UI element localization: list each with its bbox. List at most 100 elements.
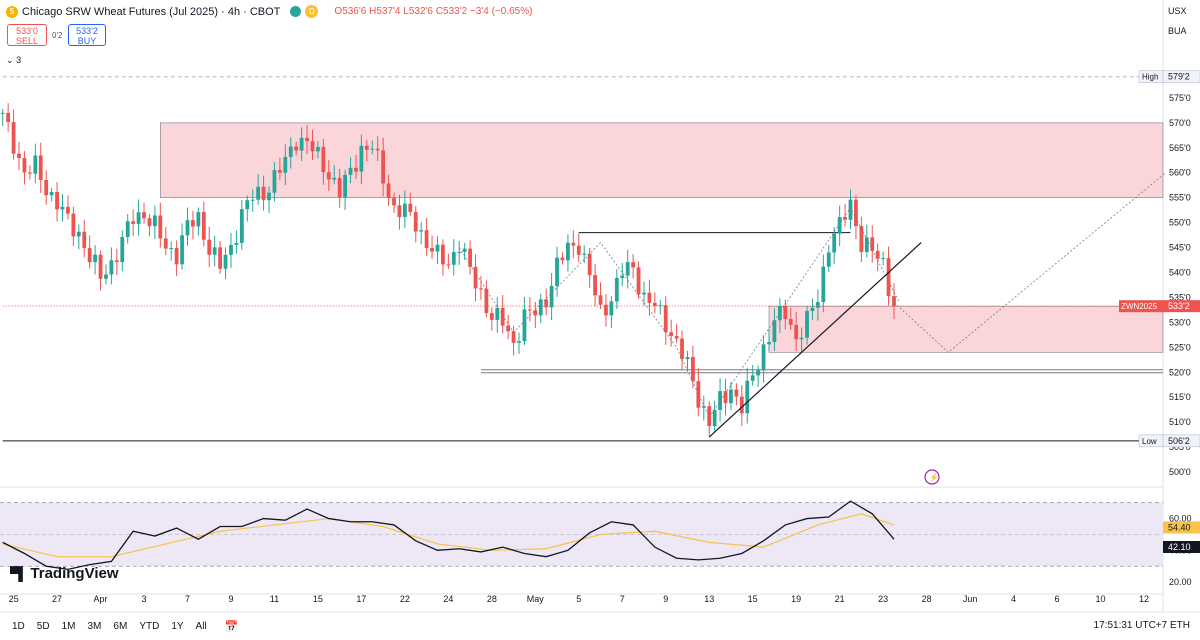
- timeframe-ytd[interactable]: YTD: [139, 620, 160, 632]
- candle-body: [609, 301, 614, 316]
- rsi-value-tag-bg: [1163, 540, 1200, 553]
- timeframe-1d[interactable]: 1D: [12, 620, 25, 632]
- chart-header: $ Chicago SRW Wheat Futures (Jul 2025) ·…: [6, 5, 532, 18]
- sell-button[interactable]: 533'0 SELL: [7, 24, 47, 46]
- candle-body: [566, 242, 570, 261]
- price-tick-label: 500'0: [1169, 467, 1191, 477]
- candle-body: [125, 221, 130, 237]
- clock-readout[interactable]: 17:51:31 UTC+7 ETH: [1094, 620, 1190, 631]
- candle-body: [669, 332, 674, 336]
- candle-body: [22, 158, 27, 173]
- buy-button[interactable]: 533'2 BUY: [68, 24, 106, 46]
- candle-body: [451, 252, 456, 265]
- indicators-collapse-button[interactable]: ⌄ 3: [6, 55, 21, 66]
- time-tick-label: 23: [878, 594, 888, 604]
- candle-body: [326, 172, 331, 180]
- candle-body: [870, 237, 875, 251]
- candle-body: [375, 148, 380, 151]
- candle-body: [805, 311, 809, 338]
- candle-body: [163, 238, 168, 249]
- market-status-icon[interactable]: [290, 6, 302, 17]
- delayed-data-badge[interactable]: D: [305, 5, 319, 18]
- price-tick-label: 545'0: [1169, 243, 1191, 253]
- candle-body: [614, 277, 619, 302]
- candle-body: [212, 247, 217, 255]
- chart-title[interactable]: Chicago SRW Wheat Futures (Jul 2025) · 4…: [22, 5, 281, 18]
- price-tag-value: 579'2: [1168, 72, 1190, 82]
- candle-body: [207, 239, 212, 255]
- candle-body: [223, 254, 228, 269]
- candle-body: [837, 217, 842, 234]
- price-tag-value-bg: [1162, 70, 1200, 83]
- price-tag-value: 533'2: [1168, 301, 1190, 311]
- candle-body: [506, 325, 511, 332]
- lightning-icon: [924, 469, 940, 485]
- tradingview-logo[interactable]: ▀▌ TradingView: [10, 565, 119, 582]
- timeframe-5d[interactable]: 5D: [36, 620, 50, 632]
- candle-body: [245, 200, 250, 210]
- calendar-icon[interactable]: 📅: [224, 620, 239, 633]
- candle-body: [712, 409, 717, 427]
- ohlc-open: O536'6: [334, 6, 367, 17]
- time-tick-label: 27: [52, 594, 62, 604]
- candle-body: [729, 389, 733, 404]
- timeframe-3m[interactable]: 3M: [87, 620, 102, 632]
- price-tick-label: 570'0: [1169, 118, 1191, 128]
- time-tick-label: 13: [704, 594, 714, 604]
- timeframe-all[interactable]: All: [195, 620, 207, 632]
- candle-body: [701, 406, 706, 408]
- price-tick-label: 530'0: [1169, 317, 1191, 327]
- candle-body: [49, 191, 54, 196]
- time-tick-label: 21: [835, 594, 845, 604]
- ohlc-change: −3'4 (−0.65%): [469, 6, 533, 17]
- rsi-ma-tag-bg: [1163, 521, 1200, 534]
- candle-body: [348, 167, 353, 175]
- candle-body: [413, 211, 418, 232]
- timeframe-1y[interactable]: 1Y: [171, 620, 184, 632]
- price-tag-value-bg: [1162, 434, 1200, 448]
- unit-selector[interactable]: BUA: [1168, 26, 1187, 36]
- candle-body: [305, 137, 309, 142]
- spread-value: 0'2: [52, 31, 63, 40]
- time-tick-label: 5: [576, 594, 581, 604]
- candle-body: [294, 146, 299, 151]
- candle-body: [859, 226, 864, 253]
- candle-body: [538, 299, 543, 316]
- candle-body: [582, 253, 587, 255]
- time-tick-label: 9: [663, 594, 668, 604]
- candle-body: [571, 242, 576, 246]
- candle-body: [370, 148, 375, 150]
- price-tick-label: 565'0: [1169, 143, 1191, 153]
- candle-body: [816, 302, 820, 308]
- time-tick-label: 7: [620, 594, 625, 604]
- time-tick-label: 12: [1139, 594, 1149, 604]
- candle-body: [33, 155, 38, 174]
- clock-time: 17:51:31 UTC+7: [1093, 620, 1168, 631]
- candle-body: [772, 320, 777, 343]
- price-tag-label: Low: [1142, 437, 1157, 446]
- candle-body: [826, 252, 831, 267]
- candle-body: [511, 331, 516, 343]
- candle-body: [892, 296, 896, 307]
- candle-body: [832, 233, 837, 253]
- price-tag-symbol: ZWN2025: [1121, 302, 1158, 311]
- projection-path: [893, 172, 1166, 353]
- candle-body: [625, 262, 630, 276]
- timeframe-6m[interactable]: 6M: [113, 620, 128, 632]
- buy-label: BUY: [77, 36, 97, 46]
- candle-body: [843, 217, 847, 220]
- candle-body: [457, 251, 462, 253]
- candle-body: [196, 212, 201, 227]
- candle-body: [136, 212, 141, 224]
- buy-price: 533'2: [76, 26, 98, 36]
- price-tick-label: 520'0: [1169, 367, 1191, 377]
- candle-body: [549, 285, 554, 308]
- ohlc-high: H537'4: [369, 6, 401, 17]
- time-tick-label: 9: [228, 594, 233, 604]
- timeframe-1m[interactable]: 1M: [61, 620, 76, 632]
- candle-body: [587, 253, 592, 276]
- candle-body: [288, 146, 293, 158]
- candle-body: [821, 266, 826, 303]
- currency-selector[interactable]: USX: [1168, 6, 1187, 16]
